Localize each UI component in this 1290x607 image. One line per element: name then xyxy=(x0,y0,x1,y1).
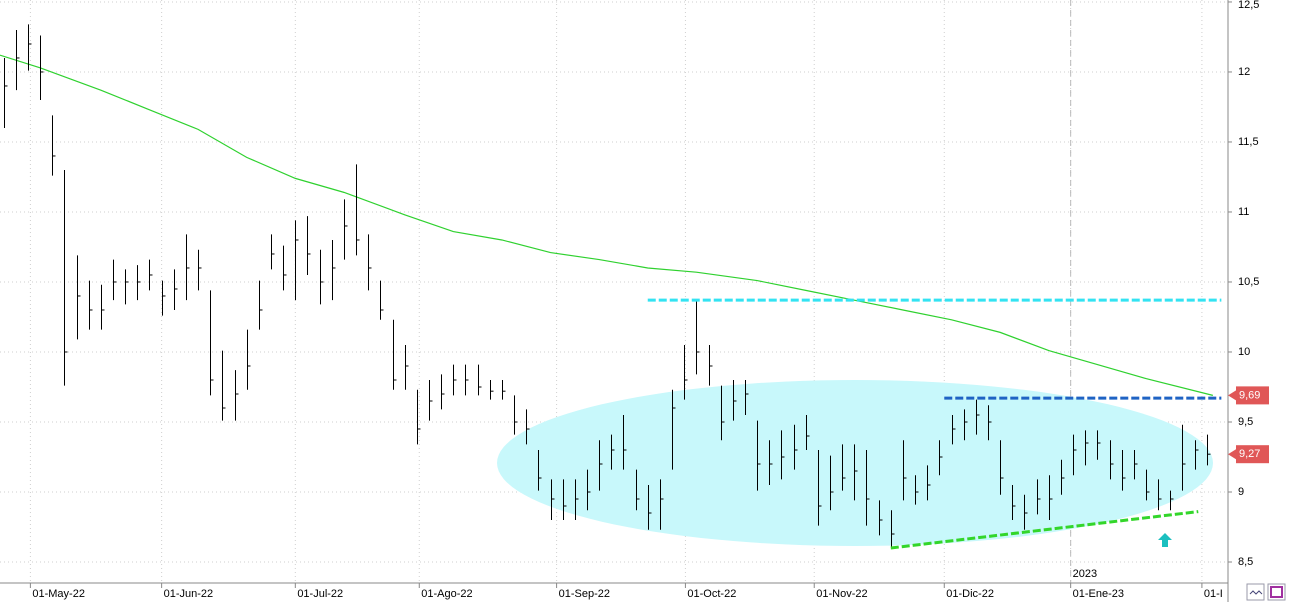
x-tick-label: 01-Sep-22 xyxy=(559,588,610,600)
year-label: 2023 xyxy=(1073,568,1097,580)
y-tick-label: 10 xyxy=(1238,346,1250,358)
x-tick-label: 01-Oct-22 xyxy=(687,588,736,600)
y-tick-label: 9,5 xyxy=(1238,416,1253,428)
y-tick-label: 10,5 xyxy=(1238,276,1259,288)
x-tick-label: 01-Ene-23 xyxy=(1073,588,1124,600)
save-icon xyxy=(1270,586,1283,598)
price-label-pointer xyxy=(1228,390,1236,401)
y-tick-label: 8,5 xyxy=(1238,556,1253,568)
level-line xyxy=(890,510,1199,550)
x-tick-label: 01-Dic-22 xyxy=(946,588,994,600)
tool-button[interactable] xyxy=(1246,583,1265,601)
y-tick-label: 12,5 xyxy=(1238,0,1259,11)
x-tick-label: 01-I xyxy=(1204,588,1223,600)
y-tick-label: 12 xyxy=(1238,66,1250,78)
tool-icon xyxy=(1249,590,1263,595)
y-tick-label: 11,5 xyxy=(1238,136,1259,148)
y-tick-label: 11 xyxy=(1238,206,1249,218)
arrow-up-icon xyxy=(1158,533,1172,547)
price-label-box xyxy=(1236,445,1269,464)
axes: 8,5 9 9,5 10 10,5 11 11,5 12 12,5 01-May-22 01-Jun… xyxy=(29,0,1269,600)
x-tick-label: 01-Nov-22 xyxy=(816,588,867,600)
grid xyxy=(0,0,1228,583)
x-tick-label: 01-Ago-22 xyxy=(421,588,472,600)
price-label-box xyxy=(1236,386,1269,405)
price-label-pointer xyxy=(1228,449,1236,460)
y-tick-label: 9 xyxy=(1238,486,1244,498)
moving-average-line xyxy=(0,54,1213,396)
plot xyxy=(0,24,1222,550)
x-tick-label: 01-Jun-22 xyxy=(164,588,214,600)
x-tick-label: 01-Jul-22 xyxy=(297,588,343,600)
price-label: 9,27 xyxy=(1239,448,1260,460)
x-tick-label: 01-May-22 xyxy=(32,588,85,600)
price-label: 9,69 xyxy=(1239,389,1260,401)
